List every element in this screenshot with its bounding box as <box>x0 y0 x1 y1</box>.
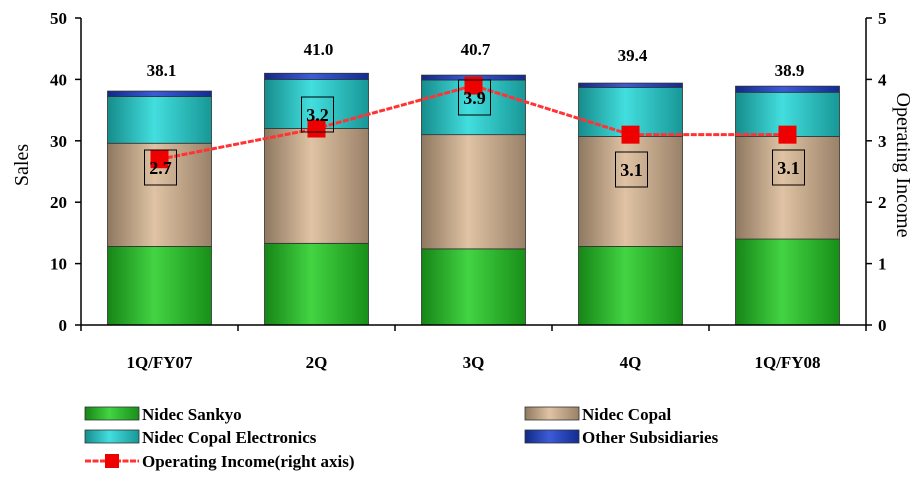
total-label: 38.9 <box>775 61 805 80</box>
y2-tick-label: 4 <box>878 70 887 89</box>
x-tick-label: 1Q/FY07 <box>126 353 193 372</box>
operating-income-layer <box>150 76 797 169</box>
labels-layer: 38.1 41.0 40.7 39.4 38.9 2.7 3.2 3.9 3.1 3.1 <box>144 40 805 188</box>
bar-other-subsidiaries <box>735 85 840 93</box>
operating-income-marker <box>307 119 326 138</box>
operating-income-label-box <box>301 96 334 133</box>
legend-swatch <box>84 406 140 421</box>
bar-nidec-sankyo <box>264 242 369 326</box>
y-tick-label: 40 <box>50 70 67 89</box>
legend-line-marker <box>105 454 119 468</box>
bar-nidec-sankyo <box>421 248 526 326</box>
bar-nidec-copal <box>264 128 369 244</box>
legend-swatch <box>524 406 580 421</box>
x-tick-label: 3Q <box>463 353 485 372</box>
y-axis-title: Sales <box>11 144 33 186</box>
y-tick-label: 30 <box>50 132 67 151</box>
bar-other-subsidiaries <box>107 90 212 97</box>
operating-income-label-box <box>615 151 648 188</box>
y2-axis-title: Operating Income <box>892 93 914 238</box>
operating-income-label-box <box>144 149 177 186</box>
bar-nidec-copal <box>578 136 683 247</box>
x-tick-label: 2Q <box>306 353 328 372</box>
operating-income-marker <box>464 76 483 95</box>
y2-tick-label: 0 <box>878 316 887 335</box>
y-tick-label: 0 <box>59 316 68 335</box>
bar-nidec-sankyo <box>107 246 212 326</box>
y-tick-label: 50 <box>50 9 67 28</box>
total-label: 39.4 <box>618 46 648 65</box>
legend-label: Nidec Sankyo <box>142 405 242 424</box>
bar-nidec-copal-electronics <box>107 96 212 144</box>
y-tick-label: 20 <box>50 193 67 212</box>
y2-tick-label: 2 <box>878 193 887 212</box>
operating-income-label-box <box>772 149 805 186</box>
bar-nidec-sankyo <box>735 238 840 326</box>
axes-layer: 0 10 20 30 40 50 0 1 2 3 4 5 1Q/FY07 2Q 3Q 4Q 1Q/FY08 <box>50 9 887 372</box>
y2-tick-label: 5 <box>878 9 887 28</box>
x-tick-label: 4Q <box>620 353 642 372</box>
legend-label: Other Subsidiaries <box>582 428 719 447</box>
operating-income-label: 3.2 <box>306 105 329 125</box>
bar-other-subsidiaries <box>578 82 683 88</box>
legend-label: Operating Income(right axis) <box>142 452 354 471</box>
bar-nidec-copal <box>421 134 526 250</box>
legend-swatch <box>524 429 580 444</box>
total-label: 38.1 <box>147 61 177 80</box>
total-label: 41.0 <box>304 40 334 59</box>
operating-income-marker <box>621 125 640 144</box>
operating-income-marker <box>778 125 797 144</box>
legend-swatch <box>84 429 140 444</box>
bar-nidec-sankyo <box>578 246 683 326</box>
y2-tick-label: 3 <box>878 132 887 151</box>
legend: Nidec Sankyo Nidec Copal Nidec Copal Elect… <box>84 405 719 471</box>
y2-tick-label: 1 <box>878 255 887 274</box>
operating-income-label: 3.9 <box>463 88 486 108</box>
legend-label: Nidec Copal <box>582 405 672 424</box>
legend-label: Nidec Copal Electronics <box>142 428 317 447</box>
bar-nidec-copal <box>735 136 840 240</box>
bars-layer <box>107 72 840 326</box>
y-tick-label: 10 <box>50 255 67 274</box>
operating-income-label: 2.7 <box>149 158 172 178</box>
bar-other-subsidiaries <box>264 72 369 80</box>
total-label: 40.7 <box>461 40 491 59</box>
operating-income-label-box <box>458 79 491 116</box>
operating-income-label: 3.1 <box>777 158 800 178</box>
x-tick-label: 1Q/FY08 <box>754 353 820 372</box>
operating-income-marker <box>150 150 169 169</box>
operating-income-label: 3.1 <box>620 160 643 180</box>
